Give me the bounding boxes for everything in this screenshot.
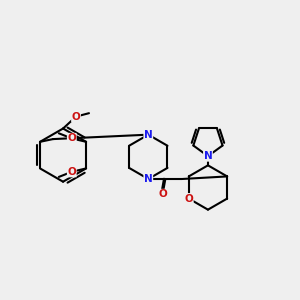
Text: O: O	[68, 167, 76, 177]
Text: O: O	[72, 112, 80, 122]
Text: N: N	[204, 151, 212, 161]
Text: O: O	[158, 189, 167, 199]
Text: O: O	[184, 194, 193, 204]
Text: N: N	[144, 130, 153, 140]
Text: O: O	[68, 134, 76, 143]
Text: N: N	[144, 174, 153, 184]
